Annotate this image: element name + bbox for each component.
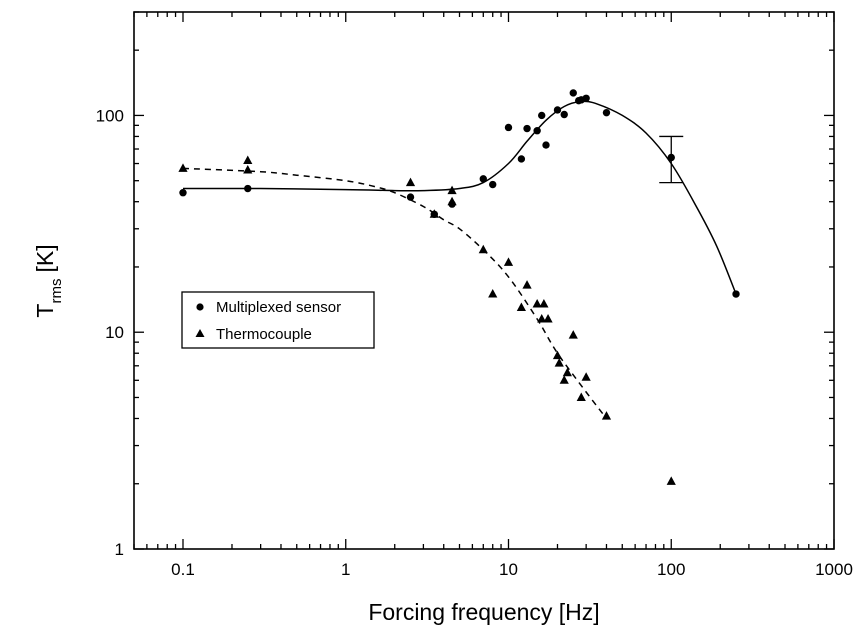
point-series-0	[504, 123, 513, 132]
point-series-0	[406, 193, 415, 201]
legend-marker-circle	[196, 303, 204, 311]
point-series-0	[533, 127, 541, 135]
point-series-1	[243, 155, 253, 164]
point-series-1	[447, 185, 457, 195]
point-series-1	[488, 289, 498, 298]
point-series-1	[478, 244, 488, 254]
point-series-1	[405, 177, 416, 187]
point-series-0	[523, 124, 531, 133]
x-axis-title: Forcing frequency [Hz]	[368, 599, 599, 625]
point-series-0	[667, 153, 675, 162]
point-series-1	[243, 165, 253, 174]
x-tick-label: 10	[499, 560, 518, 579]
point-series-0	[560, 110, 568, 119]
point-series-1	[559, 375, 569, 384]
point-series-0	[582, 94, 590, 102]
y-axis-title: Trms [K]	[32, 244, 65, 317]
fit-curve-1	[182, 167, 608, 419]
point-series-0	[517, 155, 526, 163]
x-tick-label: 1000	[815, 560, 853, 579]
point-series-1	[568, 330, 578, 339]
point-series-1	[552, 350, 563, 360]
point-series-1	[562, 367, 572, 377]
point-series-1	[537, 314, 547, 323]
y-axis-title-unit: [K]	[32, 244, 58, 272]
plot-frame	[133, 11, 835, 550]
point-series-0	[602, 108, 611, 117]
y-tick-label: 10	[105, 323, 124, 342]
point-series-1	[576, 392, 586, 401]
point-series-0	[538, 111, 546, 120]
point-series-1	[522, 280, 532, 289]
legend-label-0: Multiplexed sensor	[216, 299, 341, 316]
tick-labels: 0.1 1 10 100 1000 1 10 100	[96, 106, 853, 579]
legend-box	[181, 291, 375, 349]
point-series-1	[516, 302, 526, 312]
point-series-0	[479, 175, 487, 183]
point-series-1	[554, 358, 564, 367]
x-tick-label: 1	[341, 560, 350, 579]
y-tick-label: 100	[96, 106, 124, 125]
point-series-1	[178, 163, 188, 172]
y-axis-title-sub: rms	[48, 279, 65, 304]
axis-ticks	[133, 11, 835, 550]
point-series-1	[539, 298, 549, 308]
point-series-0	[244, 184, 252, 193]
fit-curve-0	[182, 100, 737, 295]
legend: Multiplexed sensor Thermocouple	[181, 291, 375, 349]
point-series-0	[569, 89, 577, 97]
point-series-1	[429, 209, 439, 218]
fit-curves	[182, 100, 737, 419]
data-points	[178, 89, 740, 485]
y-axis-title-main: T	[32, 304, 58, 318]
point-series-0	[553, 106, 562, 114]
x-tick-label: 100	[657, 560, 685, 579]
x-tick-label: 0.1	[171, 560, 195, 579]
legend-label-1: Thermocouple	[216, 326, 312, 343]
point-series-1	[447, 196, 457, 206]
y-tick-label: 1	[115, 540, 124, 559]
point-series-0	[489, 180, 497, 189]
point-series-1	[532, 298, 542, 308]
point-series-1	[543, 314, 553, 323]
point-series-0	[542, 141, 550, 149]
legend-marker-triangle	[195, 329, 205, 337]
point-series-1	[601, 411, 612, 420]
point-series-0	[732, 290, 740, 298]
point-series-1	[666, 476, 676, 485]
point-series-0	[179, 189, 187, 197]
point-series-1	[581, 372, 591, 381]
point-series-1	[503, 257, 514, 266]
